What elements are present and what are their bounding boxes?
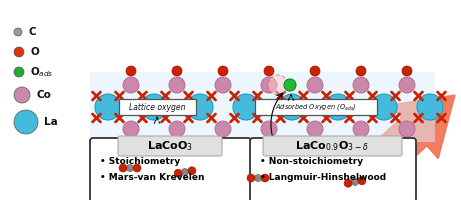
- FancyBboxPatch shape: [263, 136, 402, 156]
- Circle shape: [172, 138, 182, 148]
- Circle shape: [14, 28, 22, 36]
- Circle shape: [356, 66, 366, 76]
- Text: • Langmuir-Hinshelwood: • Langmuir-Hinshelwood: [260, 173, 386, 182]
- Text: • Stoichiometry: • Stoichiometry: [100, 158, 180, 166]
- FancyBboxPatch shape: [250, 138, 416, 200]
- Circle shape: [188, 167, 196, 175]
- Text: C: C: [28, 27, 35, 37]
- FancyBboxPatch shape: [119, 99, 196, 115]
- Circle shape: [233, 94, 259, 120]
- Text: Lattice oxygen: Lattice oxygen: [129, 102, 185, 112]
- Circle shape: [133, 164, 141, 172]
- Circle shape: [218, 66, 228, 76]
- Circle shape: [14, 87, 30, 103]
- Circle shape: [307, 77, 323, 93]
- FancyBboxPatch shape: [255, 99, 377, 115]
- Circle shape: [264, 138, 274, 148]
- Circle shape: [325, 94, 351, 120]
- Circle shape: [123, 77, 139, 93]
- Circle shape: [126, 164, 134, 171]
- Circle shape: [268, 75, 288, 95]
- Text: • Non-stoichiometry: • Non-stoichiometry: [260, 158, 363, 166]
- Circle shape: [417, 94, 443, 120]
- Text: Adsorbed Oxygen (O$_{ads}$): Adsorbed Oxygen (O$_{ads}$): [275, 102, 357, 112]
- Polygon shape: [332, 95, 455, 200]
- Circle shape: [279, 94, 305, 120]
- Circle shape: [307, 121, 323, 137]
- Circle shape: [261, 121, 277, 137]
- Circle shape: [351, 178, 359, 186]
- Circle shape: [126, 138, 136, 148]
- FancyBboxPatch shape: [118, 136, 222, 156]
- Circle shape: [14, 47, 24, 57]
- Circle shape: [169, 77, 185, 93]
- Circle shape: [356, 138, 366, 148]
- Circle shape: [169, 121, 185, 137]
- Circle shape: [353, 121, 369, 137]
- Circle shape: [284, 79, 296, 91]
- Circle shape: [215, 121, 231, 137]
- Circle shape: [344, 179, 352, 187]
- Circle shape: [264, 66, 274, 76]
- Circle shape: [218, 138, 228, 148]
- Text: La: La: [44, 117, 58, 127]
- Text: Adsorption: Adsorption: [264, 150, 301, 156]
- Circle shape: [14, 110, 38, 134]
- Circle shape: [261, 77, 277, 93]
- Circle shape: [310, 66, 320, 76]
- Circle shape: [182, 168, 189, 176]
- Text: LaCo$_{0.9}$O$_{3-\delta}$: LaCo$_{0.9}$O$_{3-\delta}$: [295, 139, 369, 153]
- Circle shape: [14, 67, 24, 77]
- Text: Co: Co: [36, 90, 51, 100]
- Circle shape: [371, 94, 397, 120]
- Text: • Mars-van Krevelen: • Mars-van Krevelen: [100, 173, 205, 182]
- FancyBboxPatch shape: [90, 138, 251, 200]
- Text: O$_{ads}$: O$_{ads}$: [30, 65, 53, 79]
- Circle shape: [215, 77, 231, 93]
- Circle shape: [141, 94, 167, 120]
- Circle shape: [261, 174, 269, 182]
- Circle shape: [119, 164, 127, 172]
- Text: LaCoO$_3$: LaCoO$_3$: [147, 139, 193, 153]
- Circle shape: [254, 174, 261, 182]
- Circle shape: [126, 66, 136, 76]
- Circle shape: [310, 138, 320, 148]
- Circle shape: [358, 177, 366, 185]
- Circle shape: [399, 77, 415, 93]
- Circle shape: [247, 174, 255, 182]
- FancyBboxPatch shape: [90, 72, 435, 142]
- Circle shape: [172, 66, 182, 76]
- Circle shape: [187, 94, 213, 120]
- Circle shape: [399, 121, 415, 137]
- Circle shape: [174, 169, 182, 177]
- Text: O: O: [30, 47, 39, 57]
- Circle shape: [95, 94, 121, 120]
- Circle shape: [402, 66, 412, 76]
- Circle shape: [353, 77, 369, 93]
- Circle shape: [123, 121, 139, 137]
- Circle shape: [402, 138, 412, 148]
